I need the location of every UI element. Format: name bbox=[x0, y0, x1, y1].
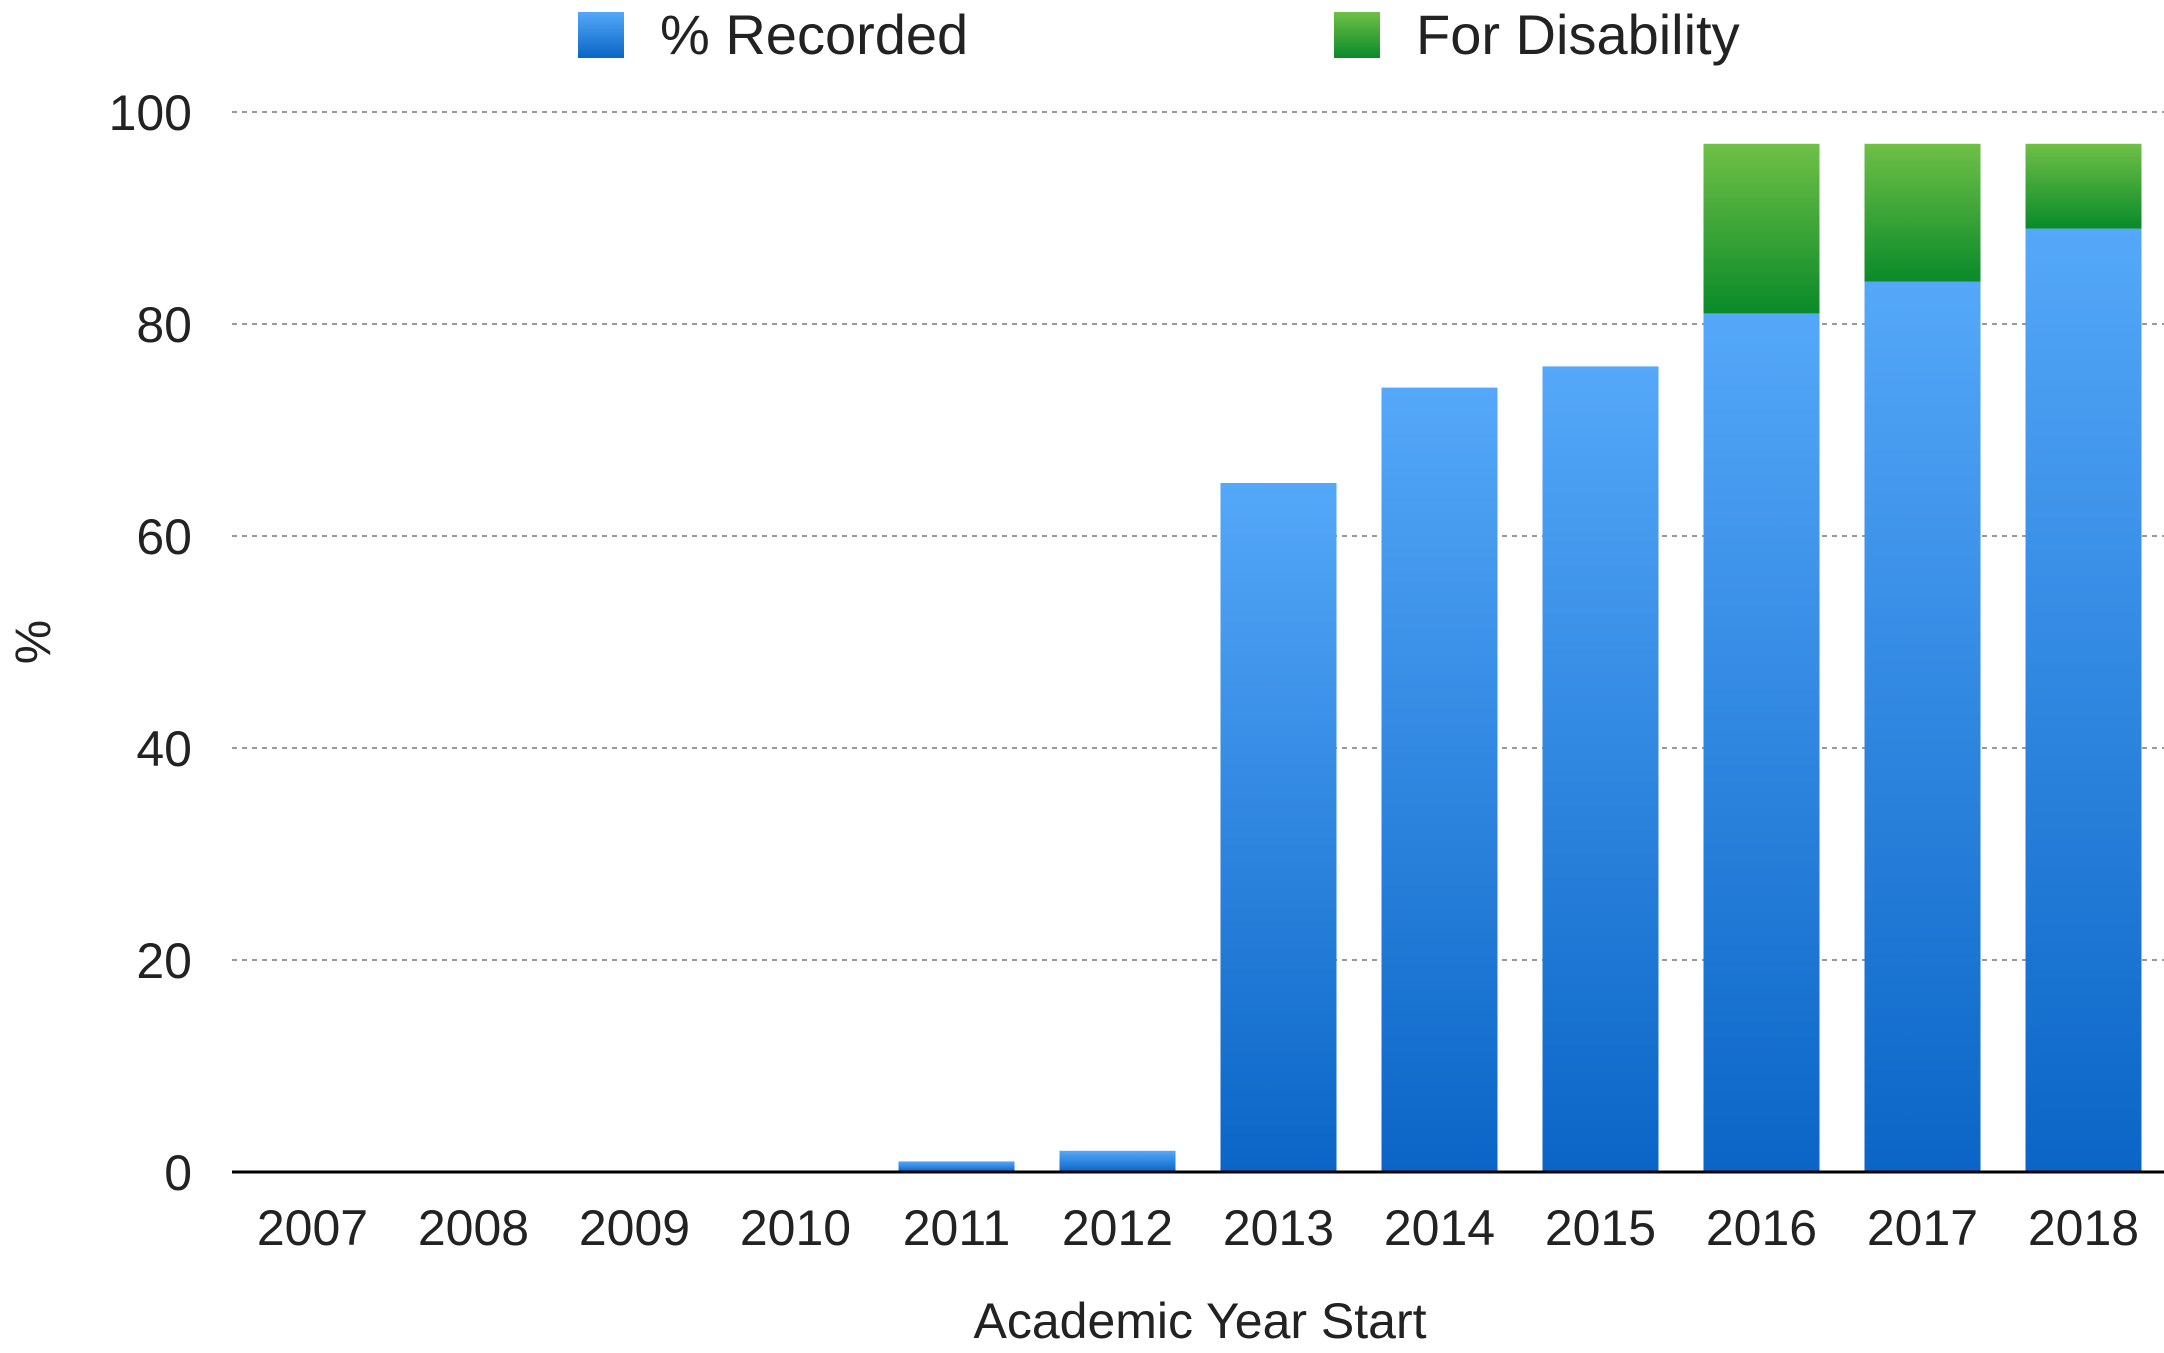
y-tick-label: 20 bbox=[136, 933, 192, 989]
legend-label-recorded: % Recorded bbox=[660, 3, 968, 66]
bars bbox=[898, 143, 2142, 1173]
legend: % Recorded For Disability bbox=[578, 3, 1740, 66]
x-tick-label: 2011 bbox=[903, 1200, 1011, 1256]
x-axis-ticks: 2007 2008 2009 2010 2011 2012 2013 2014 2015 2016… bbox=[257, 1200, 2139, 1256]
x-tick-label: 2015 bbox=[1545, 1200, 1656, 1256]
y-axis-ticks: 0 20 40 60 80 100 bbox=[109, 85, 192, 1201]
x-tick-label: 2014 bbox=[1384, 1200, 1495, 1256]
gridlines bbox=[232, 111, 2164, 961]
x-tick-label: 2009 bbox=[579, 1200, 690, 1256]
bar-recorded bbox=[1542, 366, 1659, 1172]
legend-swatch-disability bbox=[1334, 12, 1380, 58]
x-tick-label: 2007 bbox=[257, 1200, 368, 1256]
x-tick-label: 2016 bbox=[1706, 1200, 1817, 1256]
x-tick-label: 2012 bbox=[1062, 1200, 1173, 1256]
bar-recorded bbox=[1220, 483, 1337, 1172]
y-tick-label: 80 bbox=[136, 297, 192, 353]
x-tick-label: 2018 bbox=[2028, 1200, 2139, 1256]
y-axis-title: % bbox=[5, 620, 61, 664]
legend-label-disability: For Disability bbox=[1416, 3, 1740, 66]
bar-recorded bbox=[1864, 281, 1981, 1173]
y-tick-label: 60 bbox=[136, 509, 192, 565]
x-tick-label: 2008 bbox=[418, 1200, 529, 1256]
bar-recorded bbox=[898, 1161, 1015, 1172]
bar-recorded bbox=[2025, 228, 2142, 1173]
bar-disability bbox=[1703, 143, 1820, 314]
x-tick-label: 2013 bbox=[1223, 1200, 1334, 1256]
bar-recorded bbox=[1703, 313, 1820, 1172]
bar-disability bbox=[2025, 143, 2142, 229]
bar-recorded bbox=[1059, 1150, 1176, 1172]
legend-swatch-recorded bbox=[578, 12, 624, 58]
bar-recorded bbox=[1381, 387, 1498, 1173]
y-tick-label: 100 bbox=[109, 85, 192, 141]
x-tick-label: 2017 bbox=[1867, 1200, 1978, 1256]
x-tick-label: 2010 bbox=[740, 1200, 851, 1256]
y-tick-label: 0 bbox=[164, 1145, 192, 1201]
x-axis-title: Academic Year Start bbox=[973, 1293, 1426, 1348]
bar-disability bbox=[1864, 143, 1981, 282]
y-tick-label: 40 bbox=[136, 721, 192, 777]
